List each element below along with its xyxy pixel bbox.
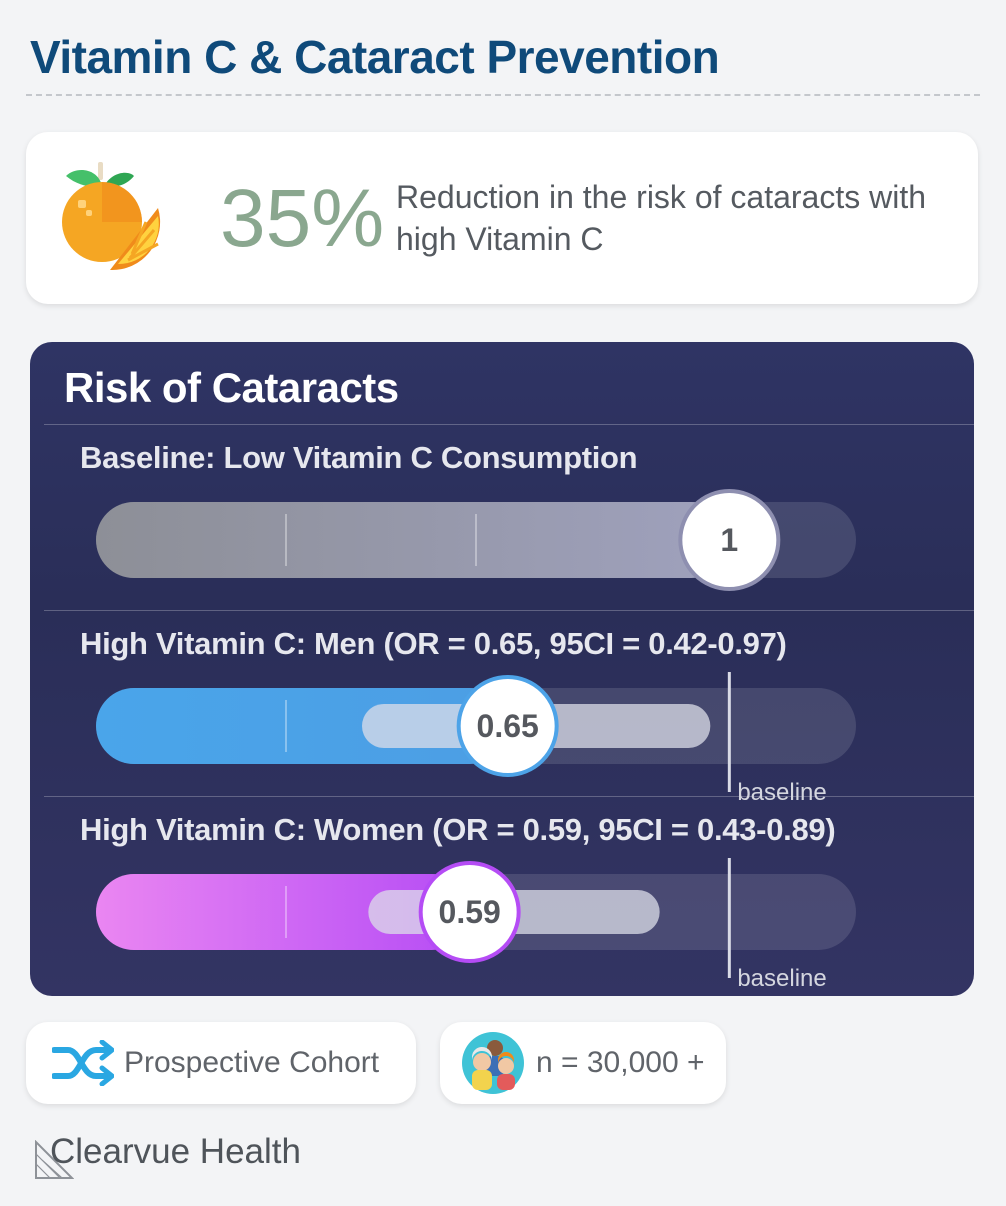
value-marker-men — [456, 675, 559, 777]
stat-percentage: 35% — [220, 173, 385, 264]
bar-chart: 1 baseline 0.65 baseline 0.59 — [96, 489, 856, 992]
study-type-label: Prospective Cohort — [124, 1046, 380, 1079]
row-label-women: High Vitamin C: Women (OR = 0.59, 95CI =… — [80, 812, 836, 847]
bar-baseline — [96, 502, 730, 578]
value-label-men: 0.65 — [477, 708, 539, 744]
shuffle-arrows-icon — [52, 1040, 114, 1086]
row-label-men: High Vitamin C: Men (OR = 0.65, 95CI = 0… — [80, 626, 787, 661]
value-marker-baseline — [678, 489, 781, 591]
chart-divider — [44, 796, 974, 797]
row-label-baseline: Baseline: Low Vitamin C Consumption — [80, 440, 638, 475]
title-divider — [26, 94, 980, 96]
bar-women — [96, 874, 470, 950]
value-marker-women — [418, 861, 521, 963]
baseline-label-women: baseline — [737, 965, 826, 992]
stat-description: Reduction in the risk of cataracts with … — [396, 179, 927, 257]
stat-card: 35% Reduction in the risk of cataracts w… — [26, 132, 978, 304]
brand-name: Clearvue Health — [50, 1132, 301, 1171]
value-label-baseline: 1 — [720, 522, 738, 558]
study-type-chip: Prospective Cohort — [26, 1022, 416, 1104]
chart-divider — [44, 424, 974, 425]
orange-fruit-icon — [62, 162, 161, 271]
risk-chart-card: Risk of Cataracts Baseline: Low Vitamin … — [30, 342, 974, 996]
value-label-women: 0.59 — [439, 894, 501, 930]
people-group-icon — [462, 1032, 524, 1094]
chart-title: Risk of Cataracts — [64, 364, 399, 411]
sample-size-label: n = 30,000 + — [536, 1046, 705, 1079]
baseline-label-men: baseline — [737, 779, 826, 806]
chart-divider — [44, 610, 974, 611]
sample-size-chip: n = 30,000 + — [440, 1022, 726, 1104]
page-title: Vitamin C & Cataract Prevention — [30, 31, 720, 83]
brand-logo-icon — [35, 1140, 74, 1179]
